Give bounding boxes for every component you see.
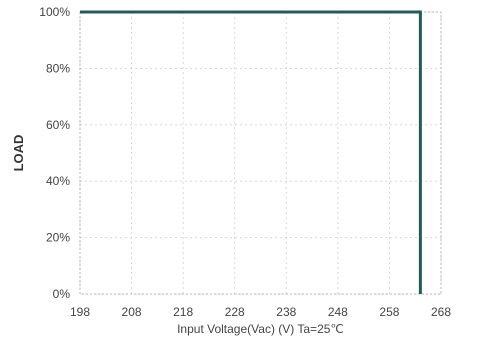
x-tick-label: 238 — [276, 305, 296, 319]
x-tick-label: 198 — [70, 305, 90, 319]
plot-frame — [79, 11, 442, 295]
x-axis-ticks: 198 208 218 228 238 248 258 268 — [70, 305, 451, 319]
y-tick-label: 80% — [46, 61, 70, 75]
y-tick-label: 40% — [46, 174, 70, 188]
x-axis-label: Input Voltage(Vac) (V) Ta=25℃ — [177, 322, 344, 336]
y-axis-ticks: 0% 20% 40% 60% 80% 100% — [39, 5, 70, 301]
x-tick-label: 248 — [328, 305, 348, 319]
y-axis-label: LOAD — [11, 135, 26, 172]
series-line — [80, 10, 422, 294]
y-tick-label: 20% — [46, 231, 70, 245]
y-tick-label: 100% — [39, 5, 70, 19]
y-tick-label: 60% — [46, 118, 70, 132]
y-tick-label: 0% — [53, 287, 71, 301]
x-tick-label: 268 — [431, 305, 451, 319]
x-tick-label: 218 — [173, 305, 193, 319]
x-tick-label: 258 — [379, 305, 399, 319]
grid — [79, 11, 442, 295]
series-group — [80, 10, 422, 294]
x-tick-label: 228 — [225, 305, 245, 319]
x-tick-label: 208 — [122, 305, 142, 319]
